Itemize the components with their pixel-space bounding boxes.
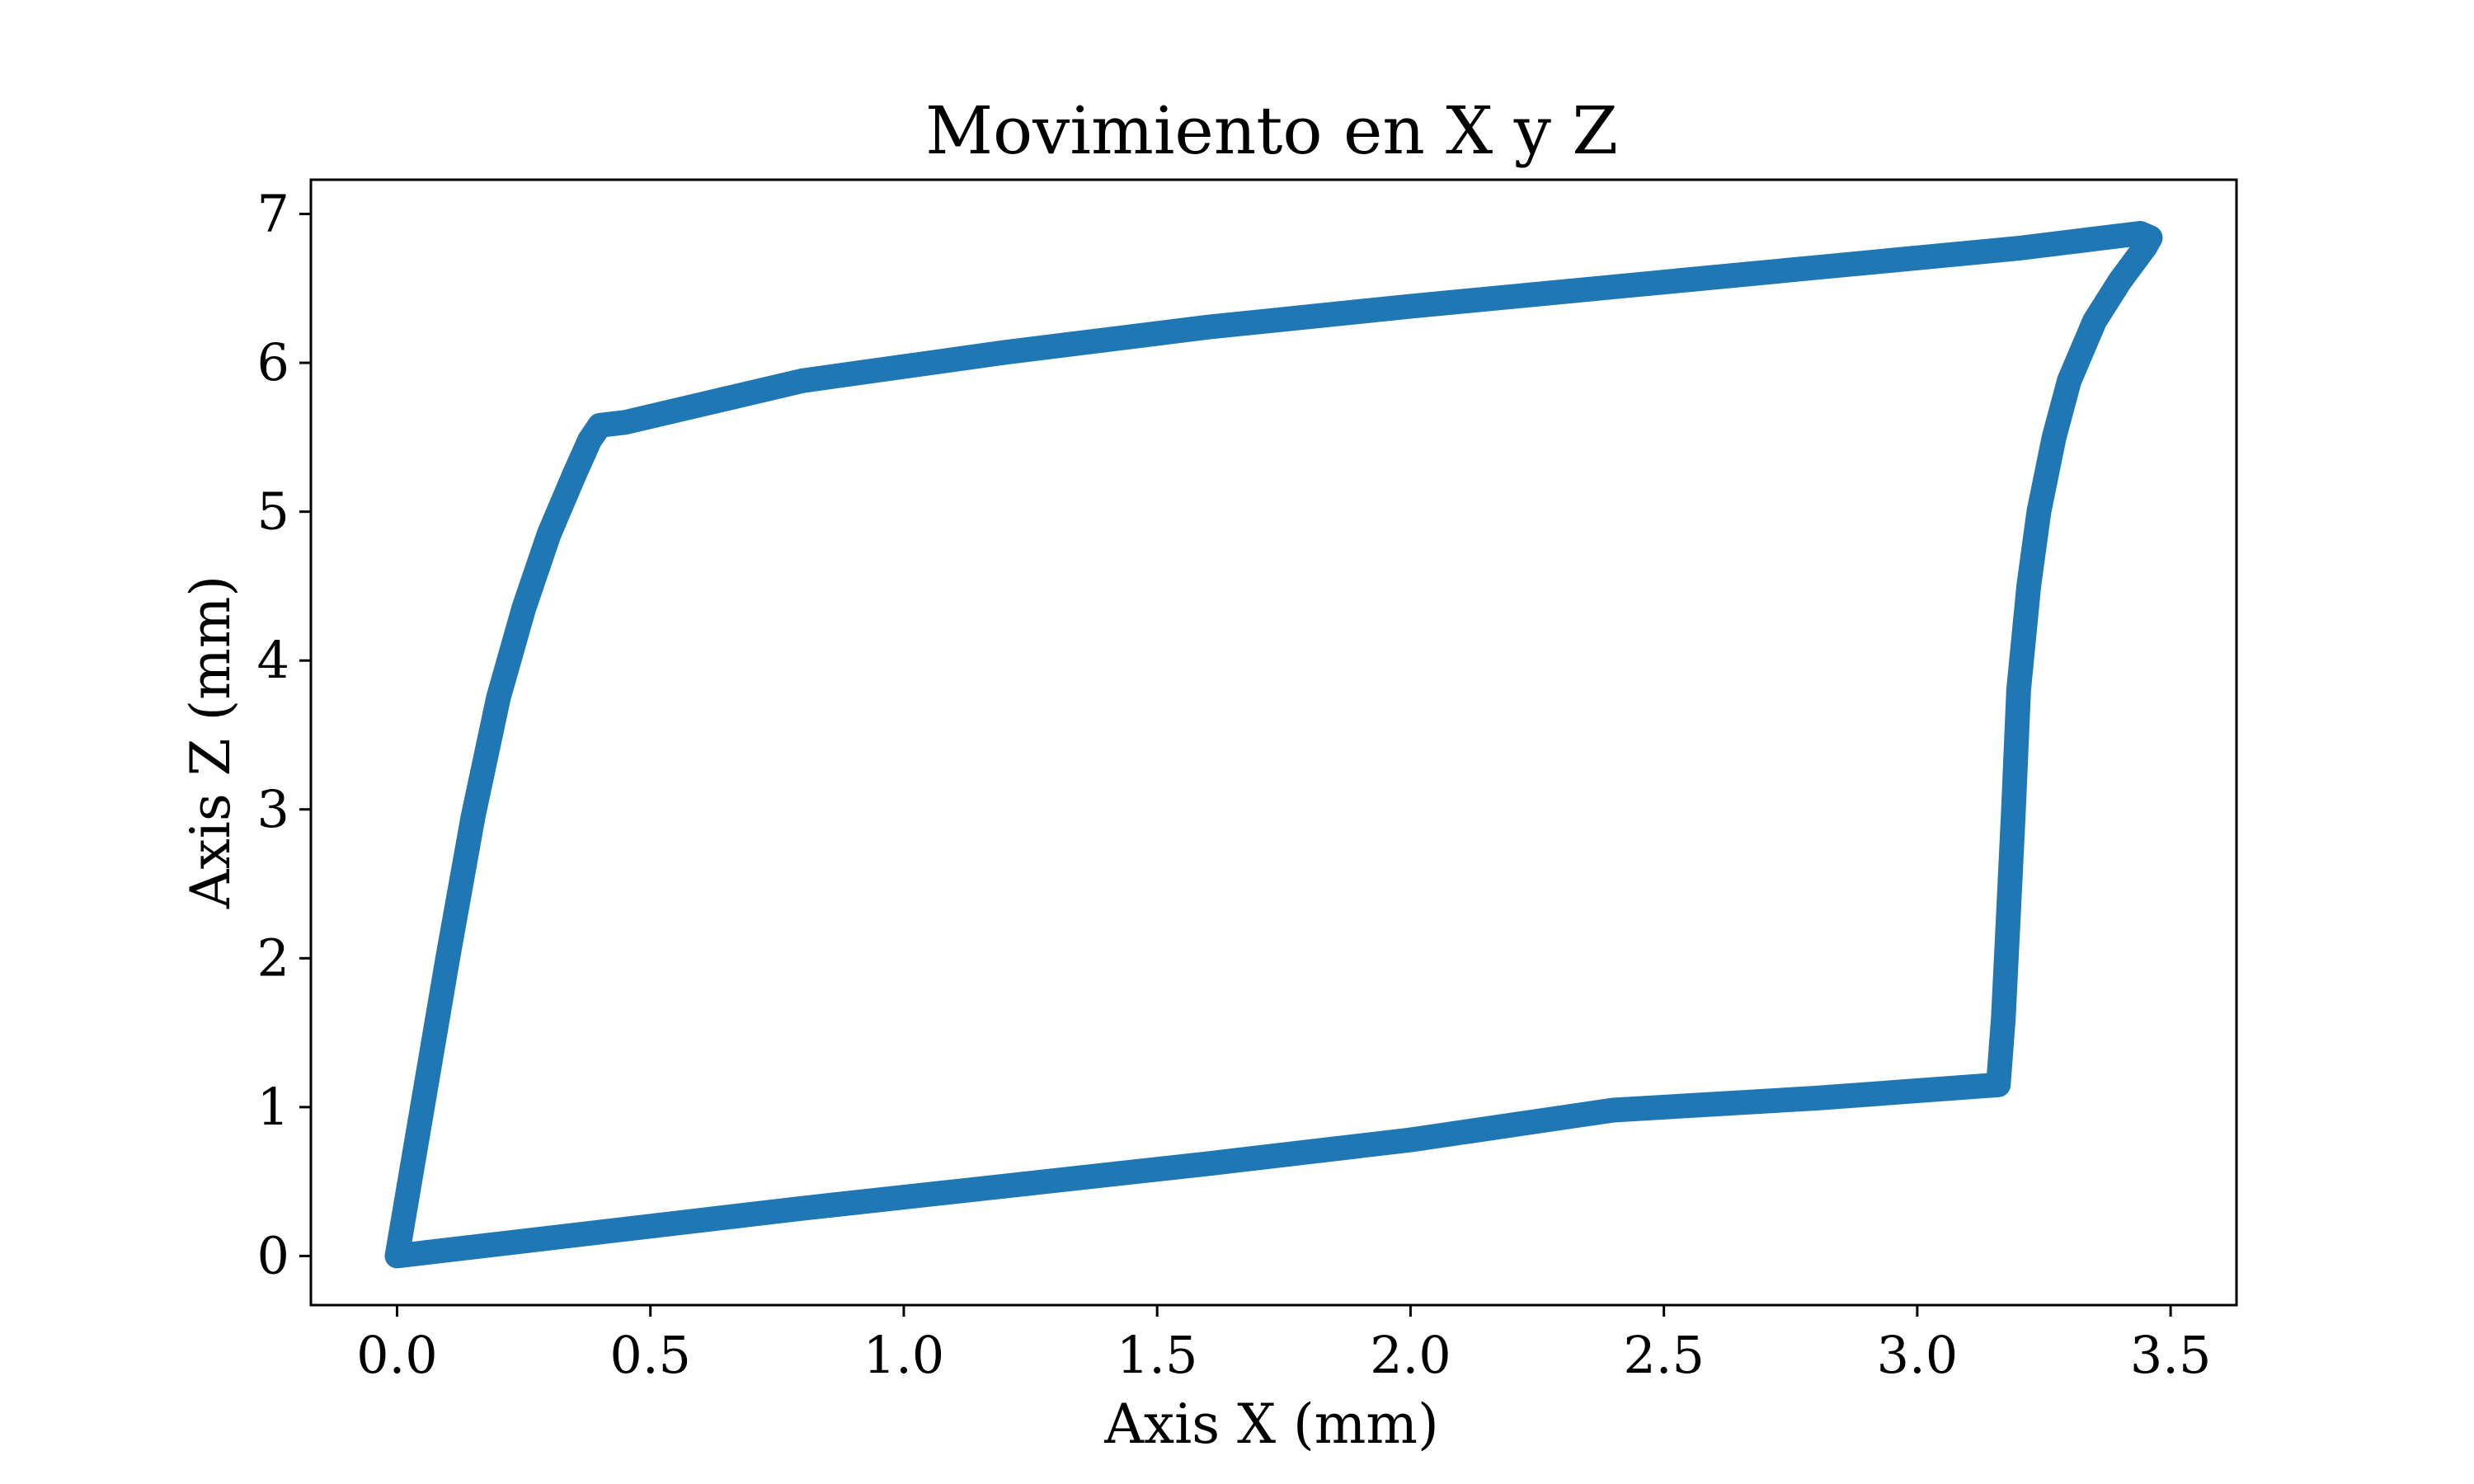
x-tick-label: 1.5 — [1117, 1325, 1198, 1385]
y-tick-label: 3 — [257, 779, 289, 839]
x-tick-label: 2.0 — [1370, 1325, 1451, 1385]
x-tick-label: 3.5 — [2130, 1325, 2212, 1385]
x-axis-ticks: 0.0 0.5 1.0 1.5 2.0 2.5 3.0 3.5 — [356, 1305, 2211, 1385]
x-axis-label: Axis X (mm) — [1103, 1392, 1438, 1456]
y-tick-label: 1 — [257, 1077, 289, 1137]
y-tick-label: 7 — [257, 184, 289, 244]
y-tick-label: 2 — [257, 928, 289, 988]
plot-frame — [309, 178, 2238, 1307]
x-tick-label: 2.5 — [1623, 1325, 1705, 1385]
chart-title: Movimiento en X y Z — [925, 92, 1618, 169]
series-layer — [384, 221, 2163, 1269]
y-tick-label: 0 — [257, 1225, 289, 1285]
y-tick-label: 6 — [257, 332, 289, 392]
y-tick-label: 4 — [257, 630, 289, 690]
y-tick-label: 5 — [257, 481, 289, 542]
y-axis-ticks: 0 1 2 3 4 5 6 7 — [257, 184, 311, 1285]
x-tick-label: 0.0 — [356, 1325, 438, 1385]
x-tick-label: 3.0 — [1877, 1325, 1959, 1385]
x-tick-label: 0.5 — [609, 1325, 691, 1385]
y-axis-label: Axis Z (mm) — [179, 575, 242, 909]
series-line-0 — [384, 221, 2163, 1269]
x-tick-label: 1.0 — [863, 1325, 945, 1385]
